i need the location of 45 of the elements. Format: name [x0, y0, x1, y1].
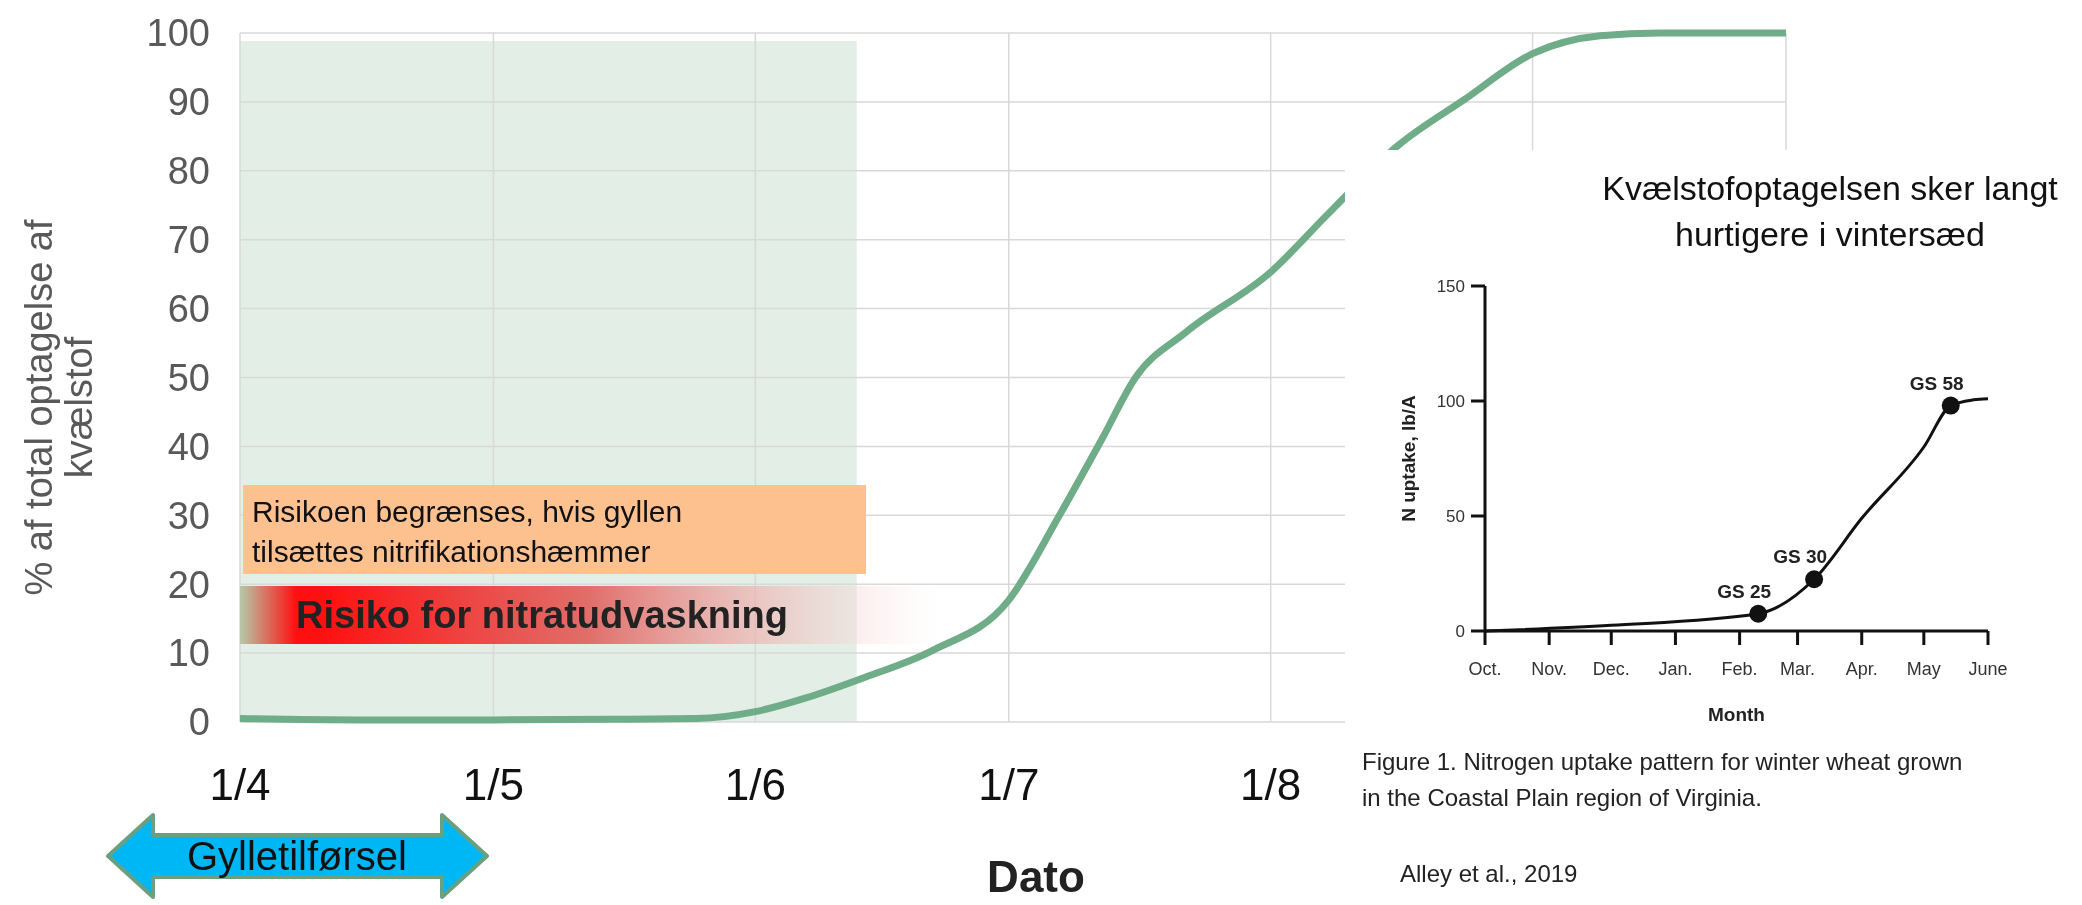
- y-tick-label: 0: [188, 701, 210, 744]
- x-axis-title: Month: [1708, 704, 1765, 725]
- y-tick-label: 0: [1455, 621, 1465, 641]
- point: [1941, 396, 1960, 415]
- point: [1749, 604, 1768, 623]
- y-tick-label: 20: [167, 563, 210, 606]
- y-tick-label: 40: [167, 425, 210, 468]
- x-tick-label: June: [1968, 659, 2008, 679]
- y-tick-label: 100: [146, 12, 210, 55]
- caption: Figure 1. Nitrogen uptake pattern for winter wheat grown in the Coastal Plain region of Virginia.: [1362, 748, 1963, 811]
- x-tick-label: Oct.: [1468, 659, 1502, 679]
- x-tick-label: Nov.: [1531, 659, 1568, 679]
- y-tick-label: 30: [167, 494, 210, 537]
- annotation: GS 25: [1717, 580, 1772, 602]
- point: [1805, 570, 1824, 589]
- x-tick-label: Mar.: [1780, 659, 1816, 679]
- y-tick-label: 150: [1436, 276, 1465, 296]
- y-tick-label: 100: [1436, 391, 1465, 411]
- y-tick-label: 10: [167, 632, 210, 675]
- annotation: GS 30: [1773, 546, 1828, 568]
- y-axis-title: % af total optagelse af kvælstof: [18, 219, 100, 596]
- x-tick-label: Dec.: [1592, 659, 1630, 679]
- x-tick-label: Feb.: [1721, 659, 1758, 679]
- annotation: Risiko for nitratudvaskning: [296, 594, 788, 636]
- y-tick-label: 90: [167, 81, 210, 124]
- y-axis-title: N uptake, lb/A: [1398, 394, 1419, 522]
- x-axis-title: Dato: [987, 852, 1085, 901]
- x-tick-label: May: [1906, 659, 1941, 679]
- annotation: Risikoen begrænses, hvis gyllen tilsættes nitrifikationshæmmer: [252, 495, 683, 568]
- x-tick-label: 1/4: [209, 760, 271, 809]
- x-tick-label: Jan.: [1658, 659, 1693, 679]
- annotation: GS 58: [1909, 372, 1964, 394]
- y-tick-label: 70: [167, 219, 210, 261]
- y-tick-label: 80: [167, 150, 210, 193]
- x-tick-label: 1/5: [462, 760, 525, 809]
- y-tick-label: 60: [167, 287, 210, 330]
- x-tick-label: 1/7: [978, 760, 1040, 809]
- x-tick-label: 1/8: [1240, 760, 1302, 809]
- chart-title: Kvælstofoptagelsen sker langt hurtigere i vintersæd: [1602, 169, 2059, 253]
- y-tick-label: 50: [1446, 506, 1465, 526]
- text: Alley et al., 2019: [1400, 860, 1578, 887]
- x-tick-label: 1/6: [724, 760, 786, 809]
- text: Gylletilførsel: [186, 834, 408, 878]
- x-tick-label: Apr.: [1845, 659, 1878, 679]
- y-tick-label: 50: [167, 356, 210, 399]
